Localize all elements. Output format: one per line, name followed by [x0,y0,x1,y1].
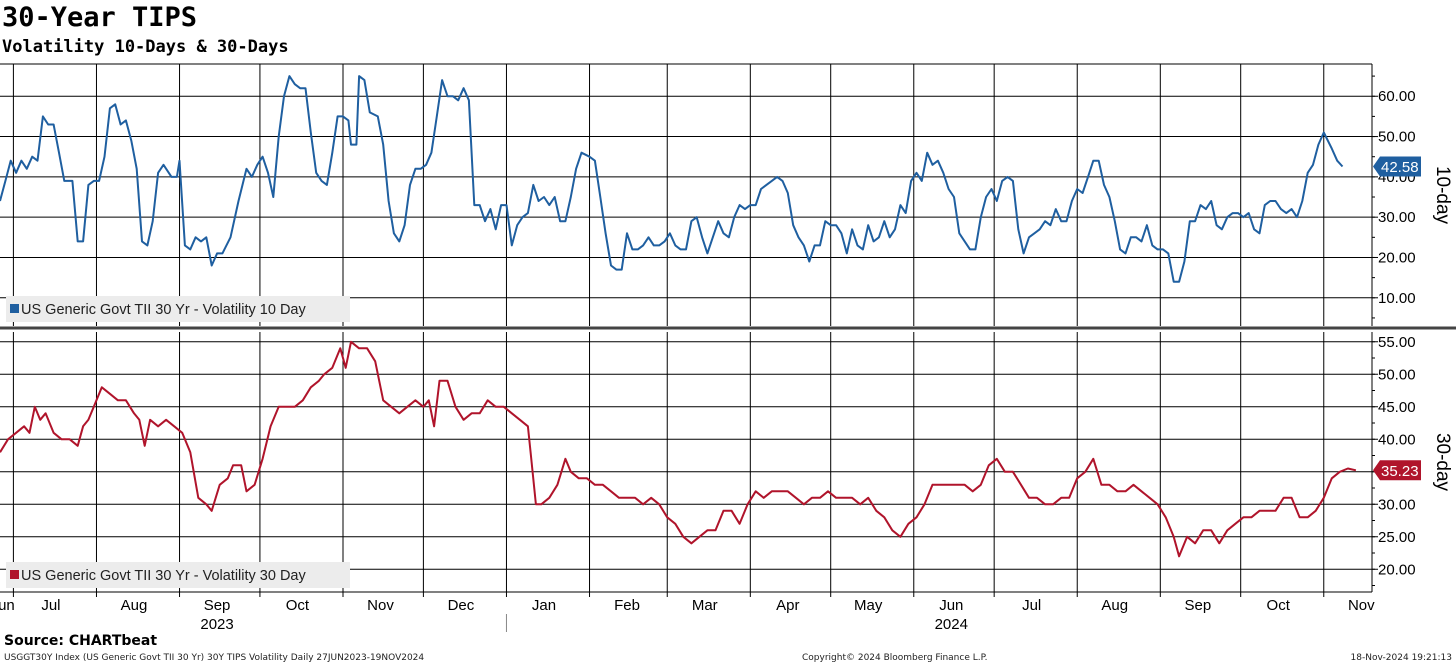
x-tick-label: Jun [0,597,15,614]
y-tick-label: 60.00 [1378,88,1416,105]
x-tick-label: Jul [41,597,60,614]
chart-title: 30-Year TIPS [2,2,198,33]
x-tick-label: Aug [1101,597,1128,614]
y-tick-label: 10.00 [1378,290,1416,307]
x-tick-label: Jun [939,597,963,614]
y-tick-label: 40.00 [1378,431,1416,448]
x-year-label: 2023 [200,616,233,633]
x-tick-label: Sep [1184,597,1211,614]
last-value-label: 35.23 [1381,463,1419,480]
x-tick-label: Jul [1022,597,1041,614]
y-axis-title: 10-day [1432,166,1453,225]
x-tick-label: Dec [448,597,475,614]
y-tick-label: 55.00 [1378,334,1416,351]
chart-subtitle: Volatility 10-Days & 30-Days [2,37,289,57]
x-year-label: 2024 [935,616,968,633]
y-tick-label: 20.00 [1378,249,1416,266]
x-tick-label: Jan [532,597,556,614]
x-tick-label: Nov [367,597,394,614]
legend-swatch [10,304,19,313]
x-tick-label: May [854,597,883,614]
x-tick-label: Oct [286,597,310,614]
x-tick-label: Nov [1348,597,1375,614]
copyright-note: Copyright© 2024 Bloomberg Finance L.P. [802,653,988,663]
y-tick-label: 30.00 [1378,496,1416,513]
last-value-label: 42.58 [1381,159,1419,176]
legend-label: US Generic Govt TII 30 Yr - Volatility 1… [21,302,306,318]
y-tick-label: 25.00 [1378,529,1416,546]
series-line-10-day [0,75,1344,283]
index-description: USGGT30Y Index (US Generic Govt TII 30 Y… [4,653,425,663]
x-tick-label: Apr [776,597,799,614]
y-tick-label: 20.00 [1378,561,1416,578]
x-tick-label: Oct [1267,597,1291,614]
x-tick-label: Sep [204,597,231,614]
source-note: Source: CHARTbeat [4,633,158,649]
y-tick-label: 50.00 [1378,129,1416,146]
y-tick-label: 30.00 [1378,209,1416,226]
legend-box [6,296,350,322]
x-tick-label: Aug [121,597,148,614]
y-tick-label: 50.00 [1378,366,1416,383]
legend-label: US Generic Govt TII 30 Yr - Volatility 3… [21,568,306,584]
last-value-flag [1373,460,1421,481]
x-tick-label: Mar [692,597,718,614]
timestamp: 18-Nov-2024 19:21:13 [1350,653,1452,663]
x-tick-label: Feb [614,597,640,614]
y-tick-label: 45.00 [1378,399,1416,416]
series-line-30-day [0,340,1357,558]
last-value-flag [1373,156,1421,177]
legend-swatch [10,570,19,579]
legend-box [6,562,350,588]
y-axis-title: 30-day [1432,433,1453,492]
